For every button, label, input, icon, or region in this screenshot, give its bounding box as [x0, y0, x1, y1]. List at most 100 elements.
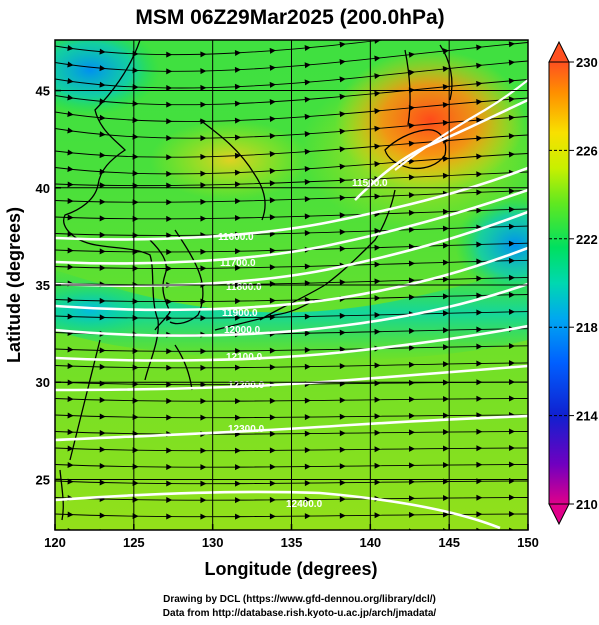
wind-arrowhead	[269, 98, 276, 105]
wind-arrowhead	[508, 151, 516, 158]
x-tick-label: 150	[517, 535, 539, 550]
height-contour-label: 12100.0	[226, 352, 263, 363]
wind-arrowhead	[476, 326, 483, 333]
wind-arrowhead	[476, 275, 483, 282]
colorbar-tick-label: 210	[576, 497, 598, 512]
wind-arrowhead	[234, 298, 242, 305]
height-contour-label: 11800.0	[226, 282, 262, 293]
wind-arrowhead	[166, 348, 173, 355]
wind-arrowhead	[235, 480, 242, 487]
wind-arrowhead	[234, 152, 242, 159]
wind-arrowhead	[200, 398, 207, 405]
wind-arrowhead	[408, 192, 416, 199]
wind-arrowhead	[67, 263, 74, 270]
wind-arrowhead	[374, 193, 381, 200]
height-contour-line	[55, 324, 528, 362]
wind-arrowhead	[476, 189, 483, 196]
wind-arrowhead	[269, 297, 276, 304]
wind-arrowhead	[442, 172, 450, 179]
wind-arrowhead	[374, 429, 381, 436]
wind-arrowhead	[508, 291, 516, 298]
wind-arrowhead	[269, 513, 276, 520]
wind-arrowhead	[166, 101, 173, 108]
wind-arrowhead	[234, 181, 242, 188]
wind-arrowhead	[99, 65, 106, 72]
wind-arrowhead	[166, 298, 173, 305]
wind-arrowhead	[408, 158, 416, 165]
wind-streamline	[55, 225, 528, 236]
wind-arrowhead	[509, 461, 516, 468]
wind-arrowhead	[67, 478, 74, 485]
wind-arrowhead	[99, 479, 106, 486]
wind-arrowhead	[234, 66, 242, 73]
wind-arrowhead	[200, 497, 207, 504]
wind-arrowhead	[442, 293, 450, 300]
wind-streamline	[55, 60, 528, 89]
wind-arrowhead	[67, 346, 74, 353]
wind-arrowhead	[408, 51, 416, 58]
colorbar-bottom-triangle	[548, 503, 570, 526]
wind-arrowhead	[200, 215, 207, 222]
wind-arrowhead	[67, 230, 74, 237]
wind-arrowhead	[408, 226, 416, 233]
wind-arrowhead	[166, 513, 173, 520]
wind-arrowhead	[269, 264, 276, 271]
wind-arrowhead	[200, 153, 207, 160]
height-contour-line	[55, 246, 528, 312]
gridlines	[55, 40, 528, 530]
wind-arrowhead	[99, 413, 106, 420]
wind-arrowhead	[304, 213, 311, 220]
wind-arrowhead	[234, 134, 242, 141]
wind-arrowhead	[374, 362, 381, 369]
wind-arrowhead	[234, 117, 242, 124]
wind-arrowhead	[99, 363, 106, 370]
wind-arrowhead	[269, 414, 276, 421]
wind-arrowhead	[409, 396, 416, 403]
height-contour-label: 11900.0	[222, 308, 258, 319]
wind-streamline	[55, 40, 388, 56]
wind-streamline	[55, 362, 528, 369]
colorbar: 230 226 222 218 214 210	[548, 40, 598, 526]
wind-arrowhead	[269, 180, 276, 187]
wind-arrowhead	[442, 66, 450, 73]
wind-arrowhead	[304, 496, 311, 503]
wind-arrowhead	[408, 174, 416, 181]
wind-arrowhead	[304, 62, 311, 69]
wind-arrowhead	[339, 76, 346, 83]
wind-arrowhead	[304, 414, 311, 421]
wind-arrowhead	[409, 495, 416, 502]
wind-arrowhead	[476, 343, 483, 350]
wind-arrowhead	[339, 312, 346, 319]
wind-arrowhead	[409, 379, 416, 386]
wind-arrowhead	[339, 177, 346, 184]
wind-arrowhead	[235, 364, 242, 371]
wind-arrowhead	[269, 496, 276, 503]
y-axis-ticks: 25 30 35 40 45	[36, 84, 61, 487]
wind-arrowhead	[235, 347, 242, 354]
wind-arrowhead	[339, 146, 346, 153]
y-tick-label: 40	[36, 181, 50, 196]
wind-arrowhead	[67, 395, 74, 402]
wind-streamline	[55, 294, 528, 303]
wind-arrowhead	[269, 314, 276, 321]
height-contour-line	[55, 490, 501, 530]
wind-arrowhead	[67, 127, 74, 134]
chart-title: MSM 06Z29Mar2025 (200.0hPa)	[135, 6, 444, 29]
wind-arrowhead	[304, 165, 311, 172]
wind-arrowhead	[166, 182, 173, 189]
wind-arrowhead	[166, 447, 173, 454]
wind-arrowhead	[476, 153, 483, 160]
wind-arrowhead	[166, 265, 173, 272]
wind-arrowhead	[339, 194, 346, 201]
wind-arrowhead	[67, 94, 74, 101]
wind-arrowhead	[200, 84, 207, 91]
wind-arrowhead	[476, 26, 482, 32]
wind-arrowhead	[166, 480, 173, 487]
wind-arrowhead	[200, 348, 207, 355]
wind-arrowhead	[269, 197, 276, 204]
wind-arrowhead	[509, 511, 516, 518]
coastline-korea-east	[169, 229, 204, 325]
wind-arrowhead	[269, 214, 276, 221]
x-tick-label: 125	[123, 535, 145, 550]
